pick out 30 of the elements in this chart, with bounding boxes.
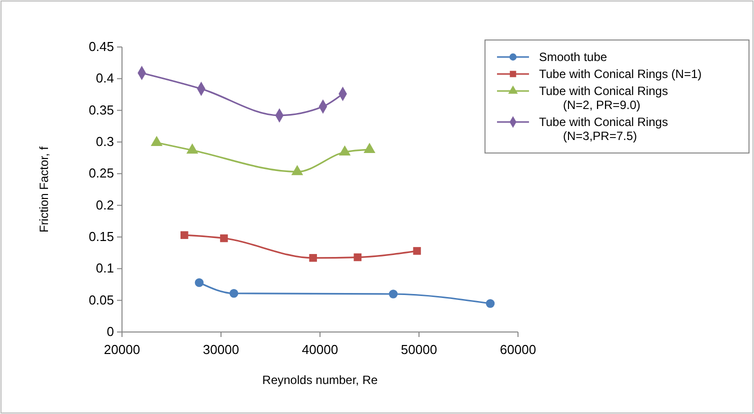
y-tick-label: 0 bbox=[106, 324, 114, 339]
x-axis-title: Reynolds number, Re bbox=[262, 373, 378, 387]
y-tick-label: 0.4 bbox=[96, 70, 114, 86]
legend-label: Tube with Conical Rings (N=2, PR=9.0) bbox=[539, 84, 668, 112]
point bbox=[354, 253, 362, 262]
point bbox=[230, 289, 238, 298]
y-tick-label: 0.25 bbox=[88, 166, 114, 181]
legend-label: Tube with Conical Rings (N=1) bbox=[539, 67, 702, 81]
x-tick-label: 40000 bbox=[302, 342, 338, 357]
legend-label: Smooth tube bbox=[539, 50, 608, 64]
point bbox=[388, 290, 398, 298]
point bbox=[194, 278, 204, 287]
x-tick-label: 30000 bbox=[202, 342, 240, 357]
x-tick-label: 50000 bbox=[400, 342, 438, 357]
y-tick-label: 0.2 bbox=[96, 197, 114, 212]
y-tick-label: 0.35 bbox=[88, 102, 114, 118]
y-tick-label: 0.05 bbox=[88, 292, 114, 308]
y-tick-label: 0.45 bbox=[88, 39, 114, 54]
y-tick-label: 0.1 bbox=[96, 260, 114, 276]
point bbox=[413, 247, 421, 255]
point bbox=[180, 231, 188, 239]
point bbox=[220, 234, 228, 242]
x-tick-label: 60000 bbox=[500, 342, 536, 357]
y-tick-label: 0.15 bbox=[88, 229, 114, 244]
y-tick-label: 0.3 bbox=[96, 134, 114, 149]
x-tick-label: 20000 bbox=[104, 342, 140, 357]
y-axis-title: Friction Factor, f bbox=[37, 146, 51, 233]
point bbox=[309, 254, 317, 262]
legend-label: Tube with Conical Rings (N=3,PR=7.5) bbox=[539, 115, 668, 143]
point bbox=[486, 299, 495, 308]
